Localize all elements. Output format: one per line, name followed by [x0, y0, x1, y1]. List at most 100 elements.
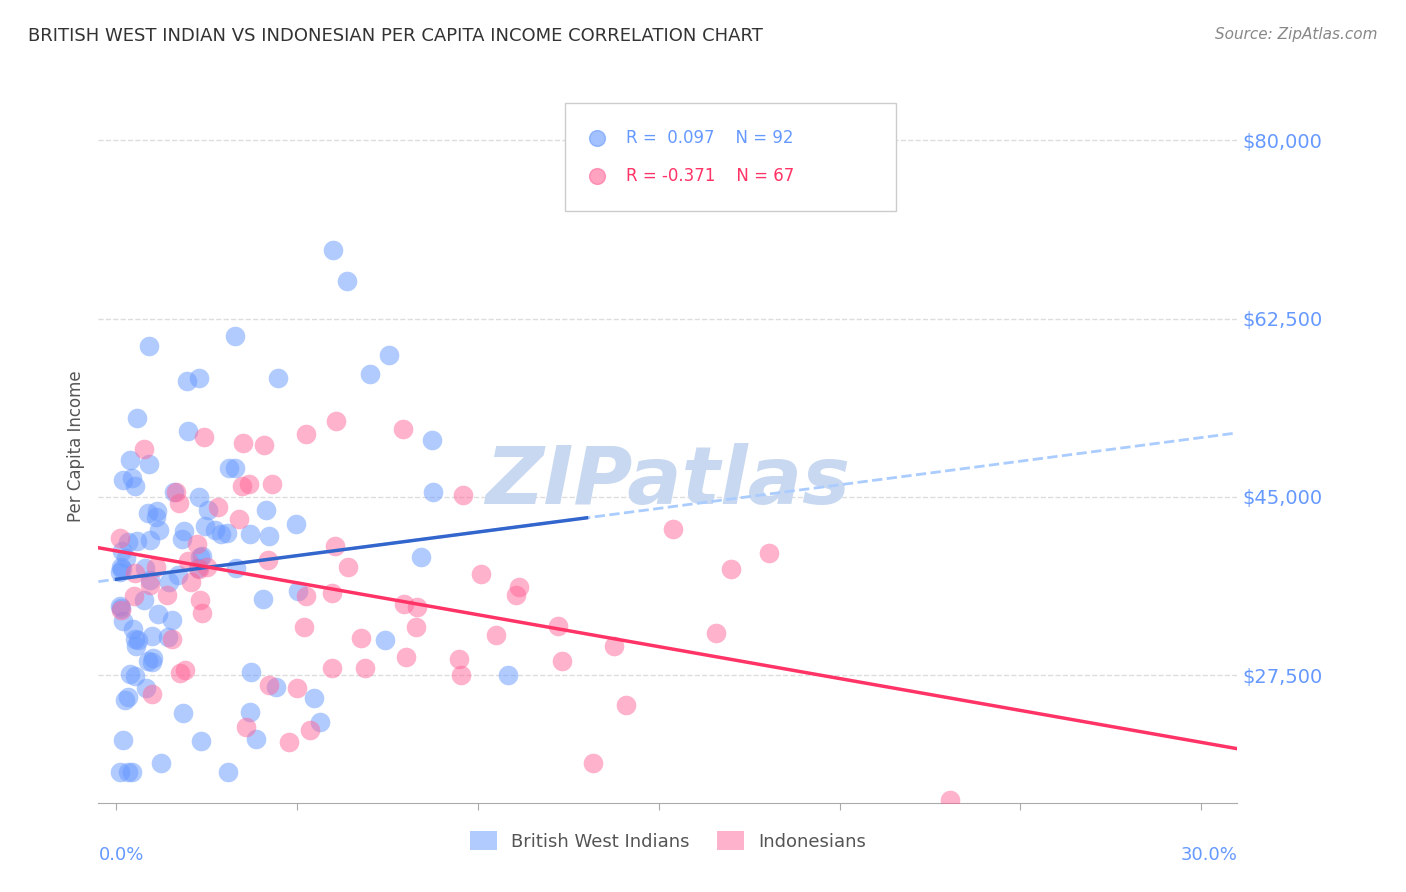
- Point: [197, 502, 219, 516]
- Point: [186, 537, 208, 551]
- Point: [450, 667, 472, 681]
- Point: [165, 485, 187, 500]
- Point: [939, 792, 962, 806]
- Point: [141, 655, 163, 669]
- Point: [112, 473, 135, 487]
- Point: [603, 640, 626, 654]
- Point: [264, 680, 287, 694]
- Point: [188, 562, 211, 576]
- Point: [228, 512, 250, 526]
- Point: [120, 666, 142, 681]
- Point: [117, 690, 139, 705]
- Point: [245, 731, 267, 746]
- Point: [292, 620, 315, 634]
- Point: [470, 566, 492, 581]
- Point: [254, 503, 277, 517]
- Point: [136, 654, 159, 668]
- Point: [138, 339, 160, 353]
- Point: [114, 692, 136, 706]
- Point: [188, 371, 211, 385]
- Point: [420, 433, 443, 447]
- Point: [485, 628, 508, 642]
- Point: [108, 531, 131, 545]
- Point: [392, 598, 415, 612]
- Point: [239, 705, 262, 719]
- Legend: British West Indians, Indonesians: British West Indians, Indonesians: [463, 824, 873, 858]
- Point: [160, 632, 183, 646]
- Point: [353, 661, 375, 675]
- Point: [496, 668, 519, 682]
- Point: [122, 622, 145, 636]
- Text: ZIPatlas: ZIPatlas: [485, 442, 851, 521]
- Point: [278, 734, 301, 748]
- Point: [285, 681, 308, 695]
- Point: [232, 436, 254, 450]
- Point: [451, 487, 474, 501]
- Text: Source: ZipAtlas.com: Source: ZipAtlas.com: [1215, 27, 1378, 42]
- Point: [239, 526, 262, 541]
- Point: [260, 477, 283, 491]
- Text: BRITISH WEST INDIAN VS INDONESIAN PER CAPITA INCOME CORRELATION CHART: BRITISH WEST INDIAN VS INDONESIAN PER CA…: [28, 27, 763, 45]
- Point: [157, 574, 180, 589]
- Point: [204, 523, 226, 537]
- Point: [662, 522, 685, 536]
- Point: [195, 560, 218, 574]
- Point: [174, 663, 197, 677]
- Point: [194, 518, 217, 533]
- Point: [146, 607, 169, 622]
- Point: [125, 640, 148, 654]
- Text: 0.0%: 0.0%: [98, 846, 143, 863]
- Point: [135, 681, 157, 695]
- Point: [141, 629, 163, 643]
- Text: R =  0.097    N = 92: R = 0.097 N = 92: [626, 128, 793, 146]
- Point: [121, 765, 143, 780]
- Point: [132, 592, 155, 607]
- Point: [505, 588, 527, 602]
- Point: [322, 243, 344, 257]
- Point: [139, 533, 162, 547]
- Text: 30.0%: 30.0%: [1181, 846, 1237, 863]
- Point: [111, 544, 134, 558]
- Point: [142, 650, 165, 665]
- Point: [117, 765, 139, 780]
- Point: [267, 370, 290, 384]
- Point: [111, 562, 134, 576]
- Point: [112, 732, 135, 747]
- Point: [125, 534, 148, 549]
- Point: [117, 535, 139, 549]
- Point: [295, 590, 318, 604]
- Point: [309, 715, 332, 730]
- Point: [582, 756, 605, 771]
- Point: [125, 411, 148, 425]
- Point: [295, 426, 318, 441]
- Point: [240, 665, 263, 679]
- Point: [217, 765, 239, 780]
- Point: [177, 424, 200, 438]
- Point: [704, 626, 727, 640]
- Point: [176, 554, 198, 568]
- Point: [176, 375, 198, 389]
- Point: [287, 584, 309, 599]
- Point: [405, 620, 427, 634]
- Point: [110, 603, 132, 617]
- Point: [145, 504, 167, 518]
- Point: [238, 476, 260, 491]
- Point: [547, 619, 569, 633]
- Point: [190, 733, 212, 747]
- Y-axis label: Per Capita Income: Per Capita Income: [66, 370, 84, 522]
- Point: [224, 461, 246, 475]
- Point: [114, 550, 136, 565]
- FancyBboxPatch shape: [565, 103, 896, 211]
- Point: [252, 591, 274, 606]
- Point: [188, 550, 211, 565]
- Point: [218, 461, 240, 475]
- Point: [141, 687, 163, 701]
- Point: [139, 573, 162, 587]
- Point: [172, 706, 194, 720]
- Point: [124, 589, 146, 603]
- Point: [252, 437, 274, 451]
- Point: [359, 367, 381, 381]
- Point: [224, 329, 246, 343]
- Point: [156, 589, 179, 603]
- Point: [138, 457, 160, 471]
